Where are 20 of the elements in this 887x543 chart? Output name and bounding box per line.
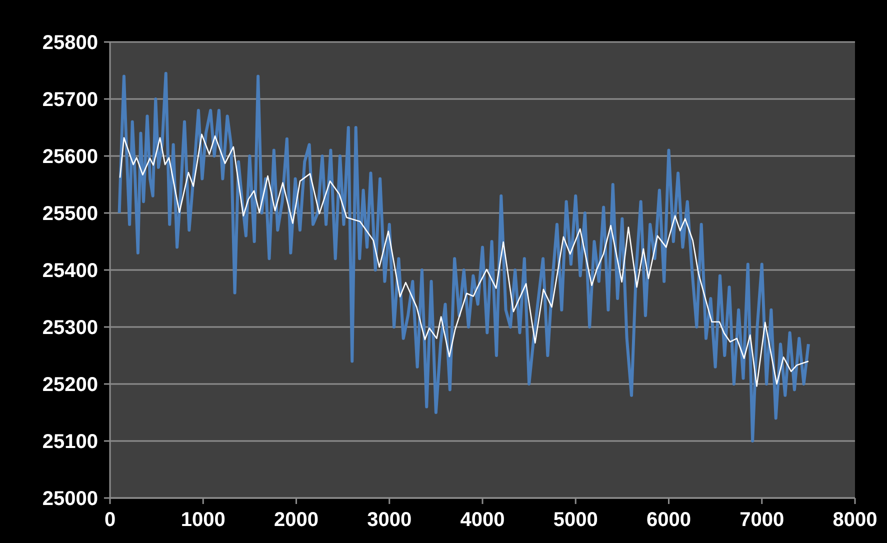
y-tick-label: 25700 xyxy=(42,89,98,111)
y-tick-label: 25200 xyxy=(42,374,98,396)
line-series xyxy=(119,134,810,387)
x-tick-label: 0 xyxy=(104,509,116,531)
x-tick-label: 1000 xyxy=(180,509,226,531)
y-tick-label: 25500 xyxy=(42,203,98,225)
line-series xyxy=(118,72,810,442)
y-tick-label: 25400 xyxy=(42,260,98,282)
y-tick-label: 25000 xyxy=(42,488,98,510)
y-tick-label: 25300 xyxy=(42,317,98,339)
x-tick-label: 6000 xyxy=(646,509,691,531)
y-tick-label: 25800 xyxy=(42,32,98,54)
x-tick-label: 3000 xyxy=(367,509,412,531)
x-tick-label: 4000 xyxy=(460,509,505,531)
x-tick-label: 5000 xyxy=(553,509,598,531)
x-tick-label: 8000 xyxy=(832,509,878,531)
y-tick-label: 25600 xyxy=(42,146,98,168)
x-tick-label: 2000 xyxy=(274,509,318,531)
x-tick-label: 7000 xyxy=(740,509,784,531)
y-tick-label: 25100 xyxy=(42,431,98,453)
